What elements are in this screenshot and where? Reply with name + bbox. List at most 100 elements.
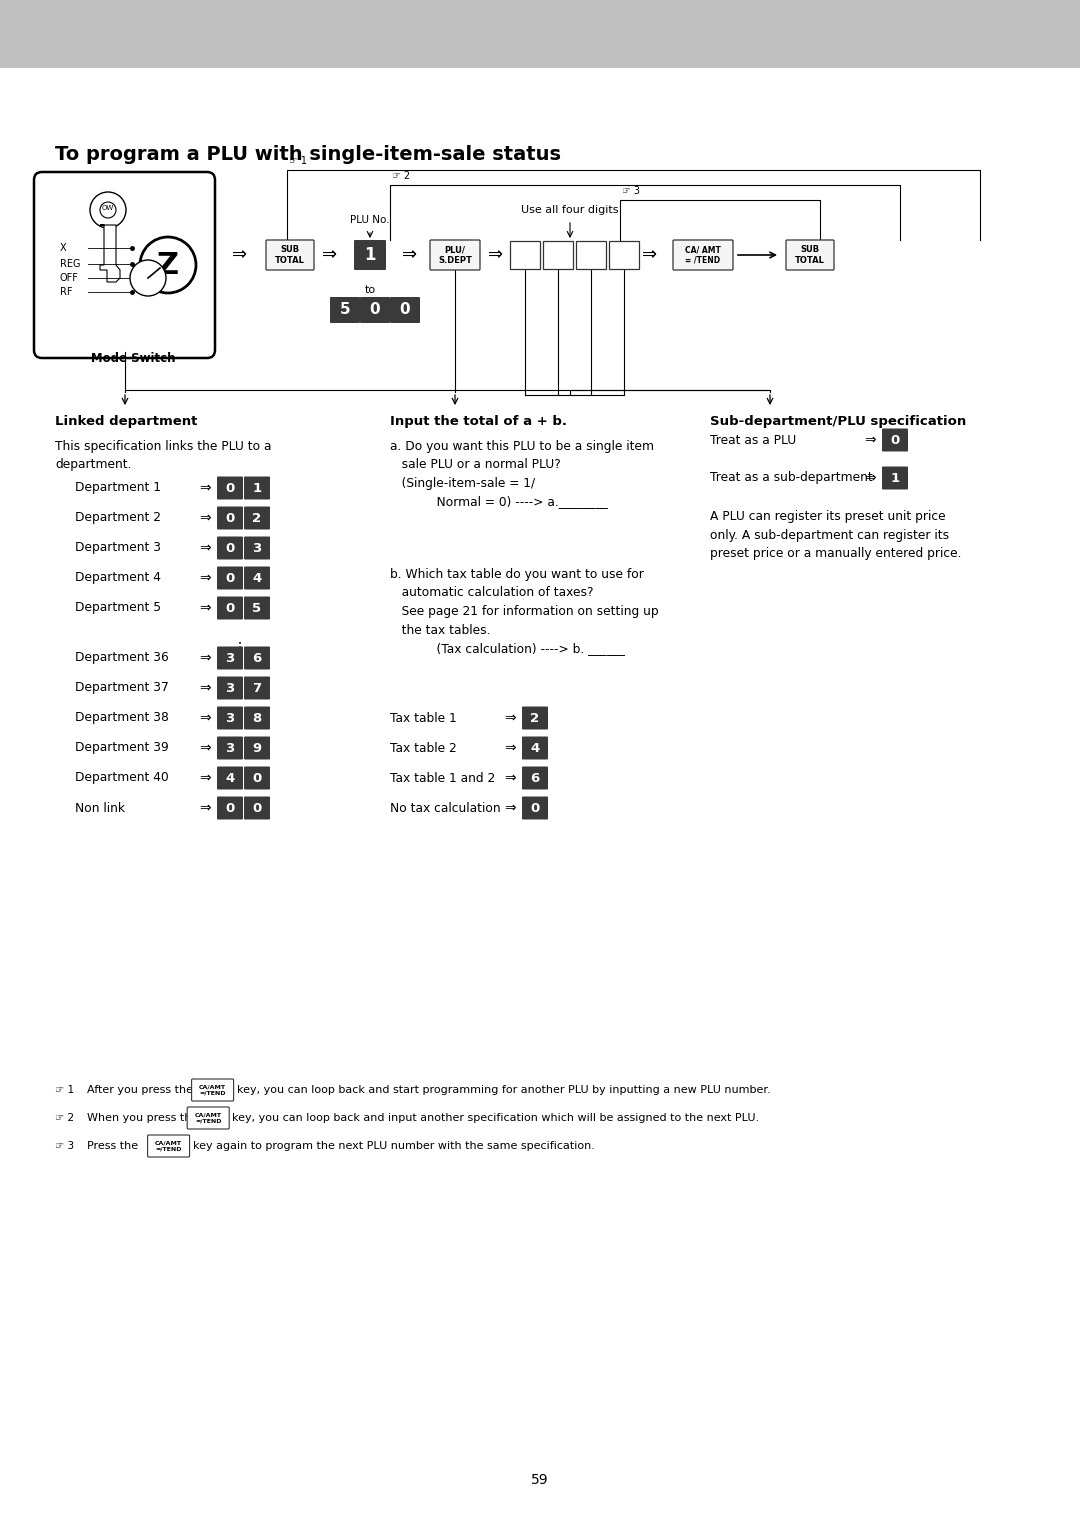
FancyBboxPatch shape bbox=[673, 240, 733, 270]
Text: 5: 5 bbox=[253, 602, 261, 614]
Text: ⇒: ⇒ bbox=[199, 571, 211, 585]
FancyBboxPatch shape bbox=[217, 796, 243, 819]
FancyBboxPatch shape bbox=[244, 567, 270, 590]
Text: When you press the: When you press the bbox=[87, 1112, 199, 1123]
Text: Treat as a PLU: Treat as a PLU bbox=[710, 434, 796, 446]
Circle shape bbox=[140, 237, 195, 293]
Circle shape bbox=[130, 260, 166, 296]
Text: 0: 0 bbox=[890, 434, 900, 446]
FancyBboxPatch shape bbox=[244, 477, 270, 500]
Text: 8: 8 bbox=[253, 712, 261, 724]
Text: Z: Z bbox=[157, 252, 179, 281]
FancyBboxPatch shape bbox=[217, 567, 243, 590]
Text: ☞ 1: ☞ 1 bbox=[289, 156, 307, 167]
Text: Use all four digits: Use all four digits bbox=[522, 205, 619, 215]
Text: Tax table 2: Tax table 2 bbox=[390, 741, 457, 755]
Text: b. Which tax table do you want to use for
   automatic calculation of taxes?
   : b. Which tax table do you want to use fo… bbox=[390, 568, 659, 656]
Text: CA/AMT
=/TEND: CA/AMT =/TEND bbox=[156, 1140, 183, 1152]
FancyBboxPatch shape bbox=[244, 706, 270, 729]
Text: PLU/
S.DEPT: PLU/ S.DEPT bbox=[438, 246, 472, 264]
Text: 0: 0 bbox=[226, 541, 234, 555]
Text: 0: 0 bbox=[226, 481, 234, 495]
FancyBboxPatch shape bbox=[266, 240, 314, 270]
FancyBboxPatch shape bbox=[244, 536, 270, 559]
Text: ⇒: ⇒ bbox=[504, 711, 516, 724]
Text: 0: 0 bbox=[530, 802, 540, 814]
Text: ⇒: ⇒ bbox=[643, 246, 658, 264]
Text: Department 2: Department 2 bbox=[75, 512, 161, 524]
Text: Department 39: Department 39 bbox=[75, 741, 168, 755]
FancyBboxPatch shape bbox=[522, 767, 548, 790]
FancyBboxPatch shape bbox=[522, 706, 548, 729]
FancyBboxPatch shape bbox=[217, 536, 243, 559]
Text: OW: OW bbox=[102, 205, 114, 211]
FancyBboxPatch shape bbox=[390, 296, 420, 322]
Text: 5: 5 bbox=[340, 303, 350, 318]
FancyBboxPatch shape bbox=[217, 736, 243, 759]
Text: CA/AMT
=/TEND: CA/AMT =/TEND bbox=[194, 1112, 221, 1123]
Text: 6: 6 bbox=[253, 651, 261, 665]
Text: ☞ 3: ☞ 3 bbox=[55, 1141, 75, 1151]
FancyBboxPatch shape bbox=[244, 767, 270, 790]
Text: ⇒: ⇒ bbox=[199, 681, 211, 695]
FancyBboxPatch shape bbox=[786, 240, 834, 270]
Text: ⇒: ⇒ bbox=[199, 651, 211, 665]
Text: 0: 0 bbox=[226, 602, 234, 614]
Text: Department 38: Department 38 bbox=[75, 712, 168, 724]
Circle shape bbox=[90, 193, 126, 228]
FancyBboxPatch shape bbox=[244, 677, 270, 700]
Text: Department 3: Department 3 bbox=[75, 541, 161, 555]
FancyBboxPatch shape bbox=[217, 477, 243, 500]
Text: ⇒: ⇒ bbox=[199, 510, 211, 526]
Text: ⇒: ⇒ bbox=[232, 246, 247, 264]
FancyBboxPatch shape bbox=[191, 1079, 233, 1102]
Text: — Mode Switch: — Mode Switch bbox=[75, 351, 175, 365]
Text: This specification links the PLU to a
department.: This specification links the PLU to a de… bbox=[55, 440, 271, 471]
Text: 0: 0 bbox=[253, 802, 261, 814]
Text: 0: 0 bbox=[400, 303, 410, 318]
FancyBboxPatch shape bbox=[244, 646, 270, 669]
Text: 4: 4 bbox=[253, 571, 261, 585]
Text: 4: 4 bbox=[226, 772, 234, 784]
Text: Treat as a sub-department: Treat as a sub-department bbox=[710, 472, 873, 484]
Text: ⇒: ⇒ bbox=[199, 601, 211, 614]
Text: 6: 6 bbox=[530, 772, 540, 784]
Text: ⇒: ⇒ bbox=[323, 246, 338, 264]
Text: 1: 1 bbox=[253, 481, 261, 495]
Text: ☞ 1: ☞ 1 bbox=[55, 1085, 75, 1096]
Text: ⇒: ⇒ bbox=[504, 772, 516, 785]
Text: ⇒: ⇒ bbox=[199, 541, 211, 555]
Bar bbox=[609, 241, 639, 269]
Text: 4: 4 bbox=[530, 741, 540, 755]
FancyBboxPatch shape bbox=[882, 428, 908, 451]
Text: 1: 1 bbox=[364, 246, 376, 264]
Text: 3: 3 bbox=[226, 681, 234, 695]
FancyBboxPatch shape bbox=[522, 736, 548, 759]
Text: ⇒: ⇒ bbox=[504, 741, 516, 755]
Text: ☞ 3: ☞ 3 bbox=[622, 186, 640, 196]
Bar bbox=[576, 241, 606, 269]
Text: Tax table 1: Tax table 1 bbox=[390, 712, 457, 724]
Text: 2: 2 bbox=[530, 712, 540, 724]
Text: Department 1: Department 1 bbox=[75, 481, 161, 495]
FancyBboxPatch shape bbox=[217, 646, 243, 669]
Text: 3: 3 bbox=[253, 541, 261, 555]
Circle shape bbox=[100, 202, 116, 219]
FancyBboxPatch shape bbox=[244, 596, 270, 619]
Text: Sub-department/PLU specification: Sub-department/PLU specification bbox=[710, 416, 967, 428]
Text: ⇒: ⇒ bbox=[199, 772, 211, 785]
Text: To program a PLU with single-item-sale status: To program a PLU with single-item-sale s… bbox=[55, 145, 561, 163]
Text: A PLU can register its preset unit price
only. A sub-department can register its: A PLU can register its preset unit price… bbox=[710, 510, 961, 559]
Text: key, you can loop back and start programming for another PLU by inputting a new : key, you can loop back and start program… bbox=[237, 1085, 770, 1096]
Text: ⇒: ⇒ bbox=[199, 711, 211, 724]
Text: ⇒: ⇒ bbox=[403, 246, 418, 264]
Text: CA/ AMT
= /TEND: CA/ AMT = /TEND bbox=[685, 246, 721, 264]
Text: 3: 3 bbox=[226, 712, 234, 724]
FancyBboxPatch shape bbox=[217, 596, 243, 619]
Text: Department 4: Department 4 bbox=[75, 571, 161, 585]
Text: 0: 0 bbox=[369, 303, 380, 318]
Text: a. Do you want this PLU to be a single item
   sale PLU or a normal PLU?
   (Sin: a. Do you want this PLU to be a single i… bbox=[390, 440, 654, 509]
Text: ⇒: ⇒ bbox=[504, 801, 516, 814]
Text: key, you can loop back and input another specification which will be assigned to: key, you can loop back and input another… bbox=[232, 1112, 759, 1123]
Text: SUB
TOTAL: SUB TOTAL bbox=[275, 246, 305, 264]
